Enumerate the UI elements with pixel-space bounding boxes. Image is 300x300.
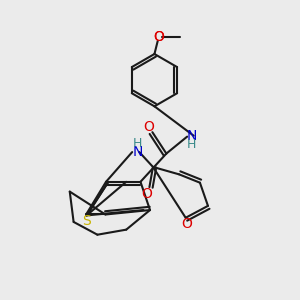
Text: N: N <box>186 129 197 143</box>
Text: O: O <box>154 30 164 44</box>
Text: H: H <box>187 138 196 152</box>
Text: O: O <box>141 187 152 201</box>
Text: N: N <box>132 145 143 159</box>
Text: O: O <box>143 120 154 134</box>
Text: S: S <box>82 214 91 228</box>
Text: O: O <box>182 217 193 231</box>
Text: H: H <box>133 137 142 150</box>
Text: O: O <box>154 30 164 44</box>
